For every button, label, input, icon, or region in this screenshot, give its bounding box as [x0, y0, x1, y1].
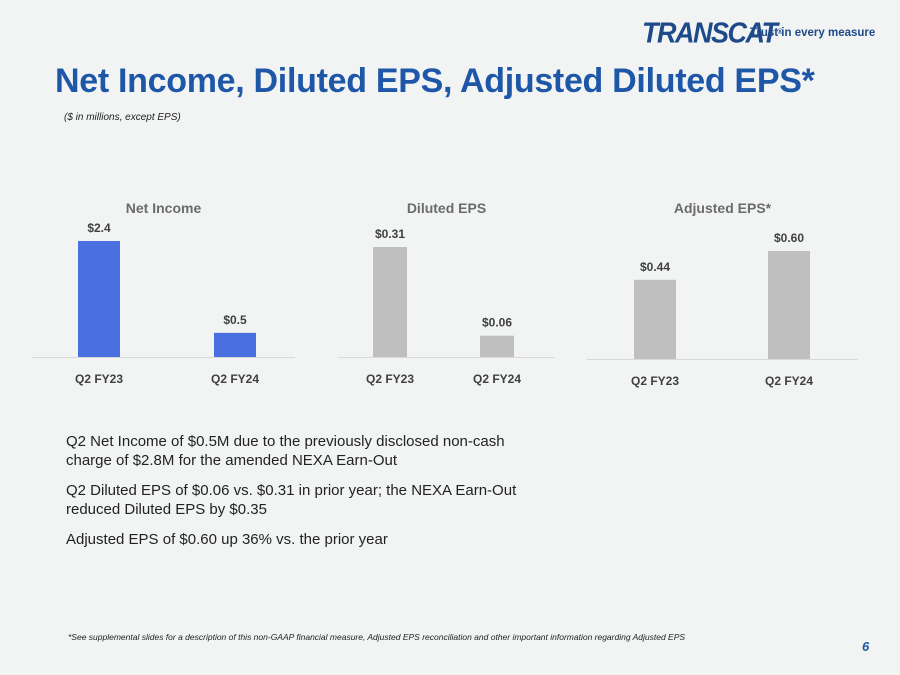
data-label: $0.60	[774, 231, 804, 245]
data-label: $0.5	[223, 313, 247, 327]
data-label: $2.4	[87, 221, 111, 235]
bar-q2-fy23	[373, 247, 407, 357]
bar-q2-fy24	[768, 251, 810, 359]
tick-label: Q2 FY24	[473, 372, 521, 386]
bullet-list: Q2 Net Income of $0.5M due to the previo…	[66, 432, 536, 560]
data-label: $0.31	[375, 227, 405, 241]
data-label: $0.44	[640, 260, 670, 274]
footnote: *See supplemental slides for a descripti…	[68, 632, 686, 642]
bar-charts: Net Income $2.4 Q2 FY23 $0.5 Q2 FY24 Diluted …	[32, 200, 858, 388]
bullet-adjusted-eps: Adjusted EPS of $0.60 up 36% vs. the pri…	[66, 531, 388, 548]
tick-label: Q2 FY23	[75, 372, 123, 386]
bar-q2-fy23	[634, 279, 676, 359]
bullet-net-income: Q2 Net Income of $0.5M due to the previo…	[66, 433, 505, 469]
bullet-diluted-eps: Q2 Diluted EPS of $0.06 vs. $0.31 in pri…	[66, 482, 517, 518]
bar-q2-fy23	[78, 241, 120, 357]
transcat-logo: TRANSCAT® Trust in every measure	[642, 17, 875, 50]
logo-wordmark: TRANSCAT®	[642, 17, 783, 49]
chart-title: Net Income	[126, 200, 202, 216]
chart-title: Adjusted EPS*	[674, 200, 772, 216]
logo-tagline: Trust in every measure	[750, 27, 876, 39]
chart-title: Diluted EPS	[407, 200, 486, 216]
page-title: Net Income, Diluted EPS, Adjusted Dilute…	[55, 62, 815, 100]
tick-label: Q2 FY24	[765, 374, 813, 388]
tick-label: Q2 FY23	[366, 372, 414, 386]
tick-label: Q2 FY23	[631, 374, 679, 388]
bar-q2-fy24	[214, 332, 256, 357]
data-label: $0.06	[482, 316, 512, 330]
page-subtitle: ($ in millions, except EPS)	[64, 112, 181, 123]
page-number: 6	[862, 639, 870, 654]
bar-q2-fy24	[480, 335, 514, 357]
tick-label: Q2 FY24	[211, 372, 259, 386]
